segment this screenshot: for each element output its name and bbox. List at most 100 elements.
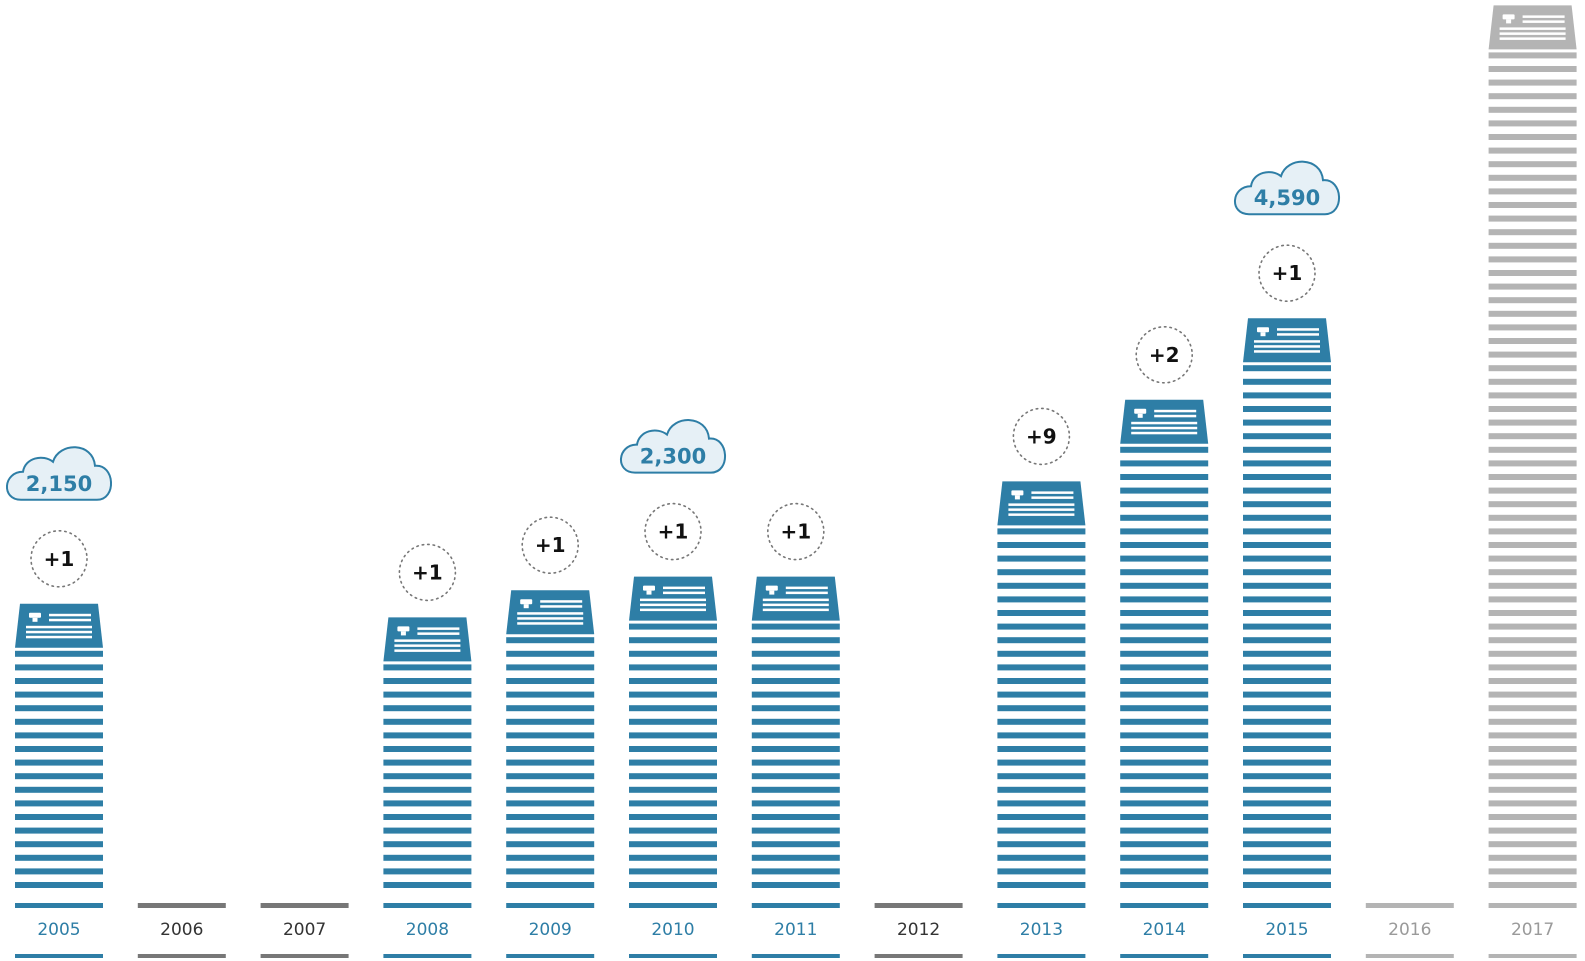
bar-stripe [751,705,840,712]
card-person-mark [523,604,529,609]
card-line [1154,409,1197,413]
bar-stripe [751,854,840,861]
bar-stripe [1120,528,1209,535]
bar-stripe [1488,800,1577,807]
bar-stripe [751,691,840,698]
bar-stripe [1120,650,1209,657]
document-card-icon [1488,5,1577,50]
document-card-icon [383,617,472,662]
bar-stripe [1243,759,1331,766]
card-line [1008,513,1075,516]
bar-stripe [1488,814,1577,820]
badges-layer: +1+1+1+1+1+9+2+1+2 [30,244,1316,602]
card-line [517,612,584,615]
bar-stripe [1488,106,1577,113]
bar-stripe [506,746,595,752]
bar-stripe [629,773,717,780]
bar-stripe [15,827,103,834]
bar-stripe [1243,868,1331,875]
card-line [540,600,583,603]
year-label: 2014 [1143,920,1186,940]
bar-stripe [15,882,103,888]
card-person-mark [1260,332,1266,337]
bar-stripe [1488,746,1577,752]
bar-stripe [506,800,595,807]
increment-badge: +1 [521,516,580,575]
card-line [1254,340,1320,343]
card-line [640,603,706,607]
bar-stripe [506,854,595,861]
bar-stripe [506,773,595,780]
bar-stripe [1120,460,1209,467]
bar-stripe [1120,487,1209,494]
document-card-icon [506,590,595,635]
bar-stripe [506,814,595,820]
axis-segment [751,954,840,958]
bar-stripe [1488,501,1577,508]
card-person-mark [1014,495,1020,500]
bar-stripe [1120,759,1209,766]
document-card-icon [1243,318,1331,363]
bar-stripe [1488,120,1577,127]
increment-badge: +1 [1258,244,1316,303]
dotted-circle-icon [1258,244,1316,303]
bar-2010 [629,576,717,888]
increment-label: +9 [1026,424,1057,448]
bar-stripe [1243,827,1331,834]
bar-stripe [506,705,595,712]
card-line [517,617,584,620]
bar-stripe [1120,474,1209,480]
bar-stripe [15,691,103,698]
bar-stripe [1243,392,1331,399]
card-line [663,586,705,590]
card-line [762,603,829,607]
bar-stripe [751,732,840,739]
bar-stripe [997,542,1086,548]
year-label: 2015 [1265,920,1308,940]
bar-stripe [1243,800,1331,807]
bar-stripe [506,718,595,725]
cloud-callout: 2,150 [6,446,112,501]
document-card-icon [1120,399,1209,444]
bar-stripe [1120,732,1209,739]
card-person-mark [646,590,652,595]
year-label: 2006 [160,920,203,940]
increment-label: +1 [412,560,443,584]
bar-stripe [751,827,840,834]
bar-stripe [1120,800,1209,807]
bar-stripe [1120,542,1209,548]
callout-label: 2,300 [640,445,706,469]
bar-stripe [997,746,1086,752]
bar-stripe [1488,528,1577,535]
bar-stripe [383,678,472,684]
bar-stripe [751,773,840,780]
card-line [1008,503,1075,506]
bar-stripe [1120,446,1209,453]
year-label: 2012 [897,920,940,940]
year-label: 2010 [651,920,694,940]
bar-stripe [997,800,1086,807]
bar-stripe [1488,229,1577,236]
bar-stripe [1488,365,1577,372]
bar-stripe [1488,868,1577,875]
bar-stripe [1488,514,1577,521]
document-card-icon [997,481,1086,526]
card-line [1131,426,1198,430]
bar-stripe [15,650,103,657]
bar-stripe [1488,882,1577,888]
bar-stripe [997,732,1086,739]
bar-stripe [751,664,840,671]
bars-layer [15,5,1577,888]
bar-stripe [1488,664,1577,671]
card-person-mark [765,585,778,591]
bar-stripe [1488,338,1577,344]
bar-stripe [997,854,1086,861]
bar-stripe [1243,854,1331,861]
bar-stripe [1243,691,1331,698]
card-person-mark [769,590,775,595]
bar-stripe [506,664,595,671]
bar-stripe [1488,202,1577,208]
bar-stripe [1120,664,1209,671]
bar-stripe [383,882,472,888]
bar-2009 [506,590,595,888]
